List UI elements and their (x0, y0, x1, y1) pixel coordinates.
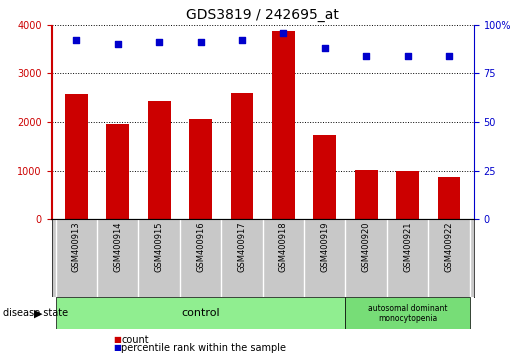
Bar (231, 93, 253, 219)
Bar (107, 124, 129, 219)
Text: control: control (181, 308, 220, 318)
Bar (355, 170, 377, 219)
Text: GSM400920: GSM400920 (362, 222, 371, 272)
Text: GSM400922: GSM400922 (444, 222, 454, 272)
Text: GSM400918: GSM400918 (279, 222, 288, 273)
Point (238, 38, 246, 43)
Text: GSM400921: GSM400921 (403, 222, 412, 272)
Bar (56, 297, 346, 329)
Point (321, 45, 329, 51)
Text: disease state: disease state (3, 308, 67, 318)
Bar (346, 297, 470, 329)
Bar (313, 135, 336, 219)
Bar (438, 177, 460, 219)
Point (196, 40, 204, 45)
Title: GDS3819 / 242695_at: GDS3819 / 242695_at (186, 8, 339, 22)
Text: count: count (121, 335, 149, 345)
Point (362, 53, 370, 59)
Text: GSM400913: GSM400913 (72, 222, 81, 273)
Text: autosomal dominant
monocytopenia: autosomal dominant monocytopenia (368, 304, 448, 323)
Bar (148, 101, 170, 219)
Text: percentile rank within the sample: percentile rank within the sample (121, 343, 286, 353)
Point (403, 53, 411, 59)
Text: GSM400916: GSM400916 (196, 222, 205, 273)
Text: GSM400915: GSM400915 (154, 222, 164, 272)
Bar (189, 119, 212, 219)
Text: ■: ■ (113, 335, 121, 344)
Text: GSM400917: GSM400917 (237, 222, 247, 273)
Text: ■: ■ (113, 343, 121, 352)
Bar (396, 171, 419, 219)
Text: GSM400914: GSM400914 (113, 222, 122, 272)
Bar (65, 94, 88, 219)
Point (72, 38, 80, 43)
Text: GSM400919: GSM400919 (320, 222, 329, 272)
Point (445, 53, 453, 59)
Point (279, 30, 287, 35)
Point (155, 40, 163, 45)
Point (114, 41, 122, 47)
Bar (272, 31, 295, 219)
Text: ▶: ▶ (35, 308, 43, 318)
